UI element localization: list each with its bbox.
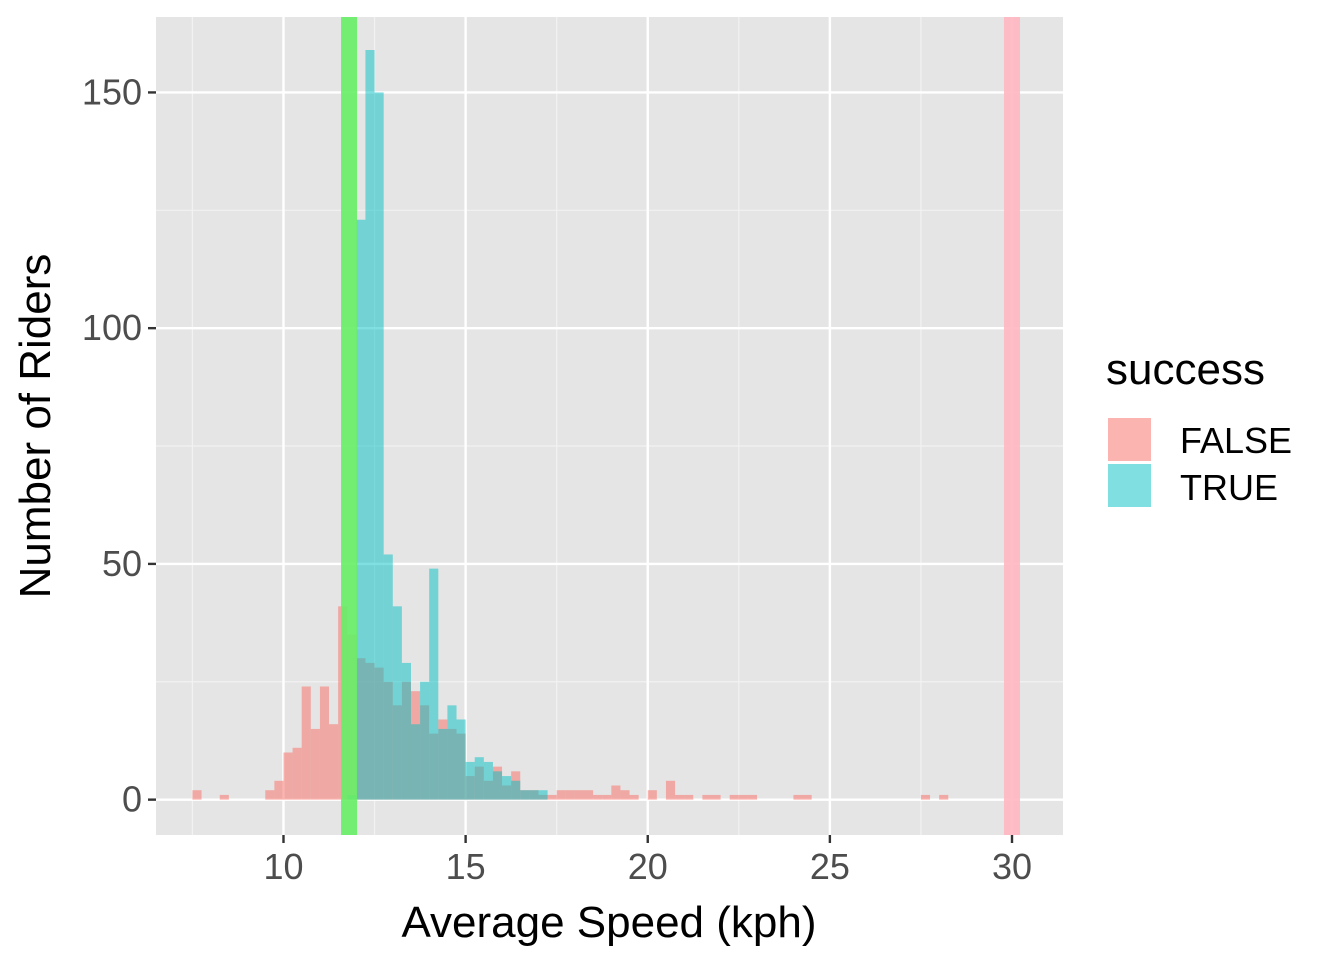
histogram-bar-false (729, 794, 739, 800)
histogram-bar-true (365, 50, 375, 800)
x-tick-label: 15 (446, 846, 486, 887)
legend-label-false: FALSE (1180, 420, 1292, 461)
histogram-bar-false (265, 790, 275, 800)
histogram-bar-false (547, 794, 557, 800)
histogram-bar-false (675, 794, 685, 800)
histogram-bar-false (274, 780, 284, 800)
histogram-bar-true (456, 719, 466, 800)
y-tick-label: 100 (82, 307, 142, 348)
histogram-bar-false (319, 686, 330, 800)
y-axis-title: Number of Riders (11, 254, 60, 599)
histogram-bar-true (420, 681, 430, 800)
reference-line (1003, 17, 1021, 835)
x-tick-label: 20 (628, 846, 668, 887)
histogram-bar-false (620, 790, 630, 800)
x-tick-label: 10 (263, 846, 303, 887)
histogram-bar-false (793, 794, 803, 800)
histogram-bar-false (292, 747, 302, 800)
histogram-bar-false (301, 686, 311, 800)
reference-line (341, 17, 358, 835)
reference-lines (341, 17, 1021, 835)
histogram-bar-true (538, 790, 548, 800)
histogram-bar-false (593, 794, 603, 800)
histogram-bar-false (556, 790, 566, 800)
histogram-bar-false (647, 790, 657, 800)
x-axis: 10 15 20 25 30 (263, 835, 1032, 887)
y-tick-label: 0 (122, 779, 142, 820)
histogram-bar-false (310, 728, 320, 800)
histogram-bar-true (429, 568, 439, 800)
histogram-bar-false (665, 780, 676, 800)
histogram-bar-false (602, 794, 612, 800)
legend: success FALSE TRUE (1106, 345, 1292, 508)
histogram-bar-true (511, 780, 521, 800)
y-tick-label: 50 (102, 543, 142, 584)
histogram-bar-false (702, 794, 712, 800)
histogram-bar-false (219, 794, 229, 800)
histogram-bar-true (410, 724, 421, 800)
legend-swatch-true (1108, 464, 1151, 507)
histogram-bar-true (438, 728, 448, 800)
y-tick-label: 150 (82, 71, 142, 112)
histogram-bar-false (939, 794, 949, 800)
histogram-bar-true (502, 776, 512, 800)
x-tick-label: 30 (992, 846, 1032, 887)
histogram-bar-false (565, 790, 575, 800)
histogram-bar-false (192, 790, 202, 800)
histogram-bar-false (283, 752, 293, 800)
histogram-bar-false (574, 790, 585, 800)
histogram-bar-false (802, 794, 812, 800)
histogram-bar-true (383, 554, 393, 800)
histogram-bar-false (329, 724, 339, 800)
histogram-bar-false (738, 794, 748, 800)
histogram-bar-true (474, 757, 484, 800)
histogram-bar-true (401, 662, 411, 800)
histogram-bar-true (520, 790, 530, 800)
legend-title: success (1106, 345, 1265, 394)
histogram-bar-false (629, 794, 639, 800)
histogram-bar-true (492, 771, 503, 800)
x-tick-label: 25 (810, 846, 850, 887)
histogram-bar-false (584, 790, 594, 800)
histogram-bar-true (465, 761, 475, 800)
histogram-bar-true (356, 219, 366, 800)
histogram-bar-false (920, 794, 931, 800)
x-axis-title: Average Speed (kph) (401, 898, 816, 947)
panel-background (156, 17, 1063, 835)
legend-swatch-false (1108, 418, 1151, 461)
series-true-bars (347, 50, 548, 800)
histogram-bar-false (611, 785, 621, 800)
legend-label-true: TRUE (1180, 467, 1278, 508)
histogram-bar-true (483, 761, 493, 800)
histogram-bar-false (684, 794, 694, 800)
histogram-bar-true (392, 606, 402, 800)
histogram-bar-true (447, 705, 457, 800)
histogram-bar-false (747, 794, 758, 800)
histogram-bar-true (374, 92, 384, 800)
histogram-bar-true (529, 790, 539, 800)
histogram-bar-false (711, 794, 721, 800)
y-axis: 0 50 100 150 (82, 71, 156, 820)
